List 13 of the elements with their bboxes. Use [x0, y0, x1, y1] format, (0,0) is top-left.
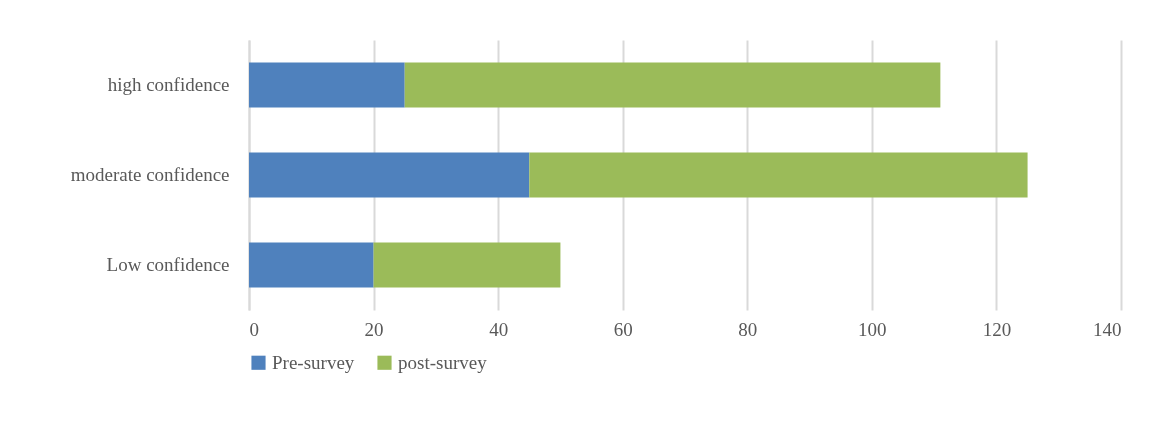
- x-tick-label: 100: [858, 318, 887, 340]
- x-tick-label: 140: [1093, 318, 1122, 340]
- x-tick-label: 80: [738, 318, 758, 340]
- x-tick-label: 20: [364, 318, 384, 340]
- x-tick-label: 40: [489, 318, 509, 340]
- y-tick-label: Low confidence: [106, 254, 230, 275]
- legend-label: post-survey: [398, 351, 488, 373]
- x-tick-label: 120: [982, 318, 1012, 340]
- x-tick-label: 60: [613, 318, 633, 340]
- legend-label: Pre-survey: [272, 351, 355, 373]
- x-tick-label: 0: [249, 318, 259, 340]
- y-tick-label: high confidence: [107, 74, 230, 95]
- y-tick-label: moderate confidence: [70, 164, 230, 185]
